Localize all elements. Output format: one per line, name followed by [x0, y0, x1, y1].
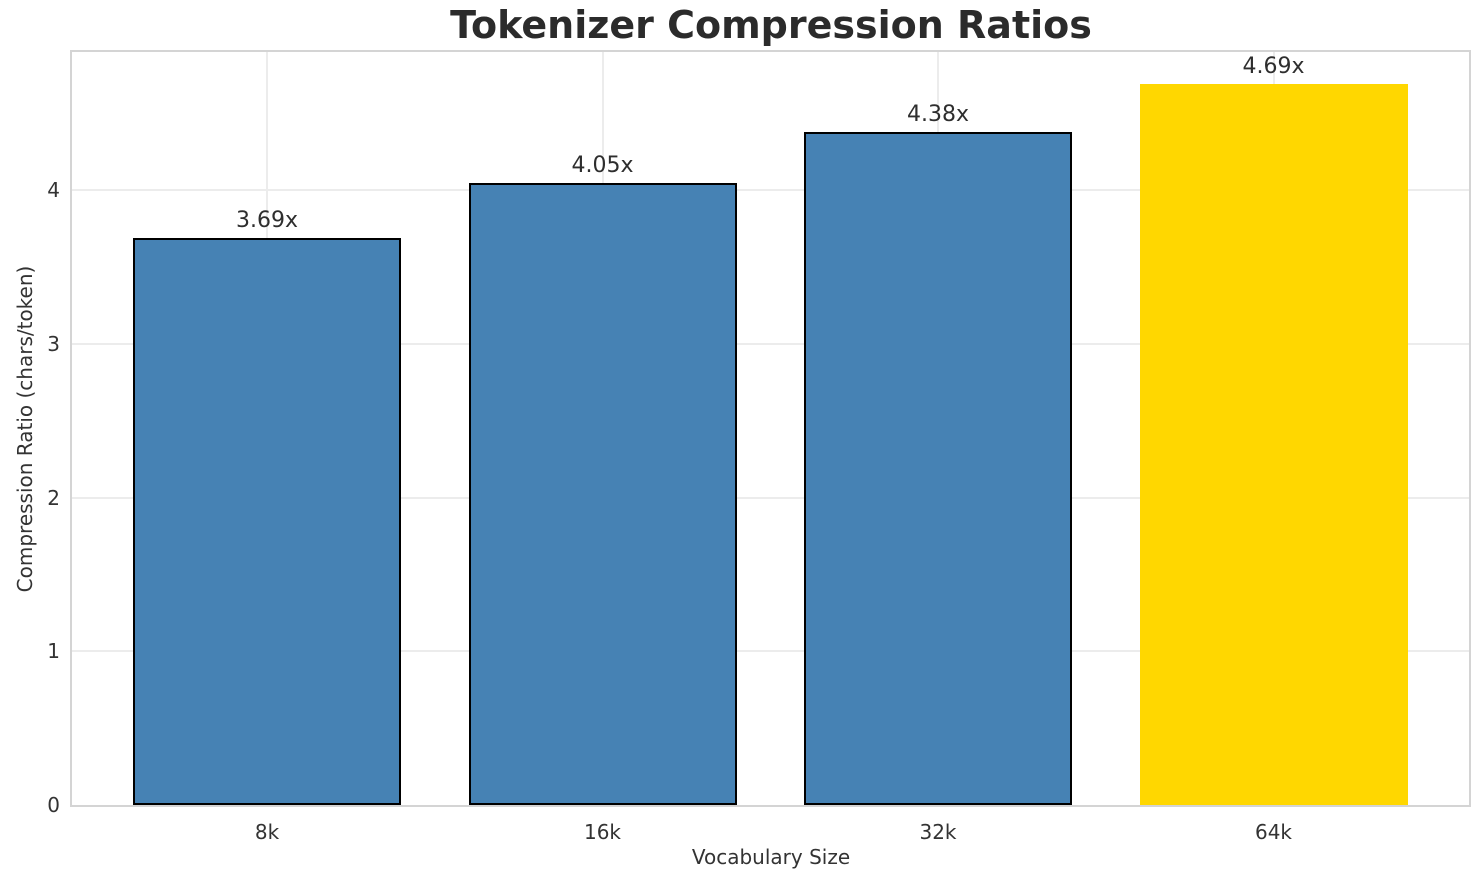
- bar: [133, 237, 401, 805]
- y-axis-label: Compression Ratio (chars/token): [13, 265, 37, 593]
- y-tick-label: 2: [47, 485, 60, 510]
- bar: [1139, 84, 1408, 805]
- bar-value-label: 4.69x: [1242, 54, 1305, 80]
- bar-value-label: 3.69x: [235, 207, 299, 233]
- y-tick-label: 1: [47, 639, 60, 664]
- bar: [804, 131, 1072, 805]
- h-gridline: [72, 496, 1469, 499]
- y-tick-label: 4: [47, 178, 60, 203]
- chart-title: Tokenizer Compression Ratios: [450, 3, 1092, 47]
- bar: [468, 182, 737, 805]
- h-gridline: [72, 189, 1469, 192]
- bar-value-label: 4.05x: [571, 152, 634, 178]
- x-tick-label: 8k: [254, 820, 280, 844]
- bar-value-label: 4.38x: [906, 101, 970, 127]
- y-tick-label: 3: [47, 331, 60, 356]
- h-gridline: [72, 650, 1469, 653]
- x-axis-label: Vocabulary Size: [691, 845, 851, 869]
- x-tick-label: 16k: [583, 820, 622, 844]
- x-tick-label: 32k: [919, 820, 957, 844]
- x-tick-label: 64k: [1254, 820, 1293, 844]
- y-tick-label: 0: [47, 793, 60, 817]
- h-gridline: [72, 342, 1469, 345]
